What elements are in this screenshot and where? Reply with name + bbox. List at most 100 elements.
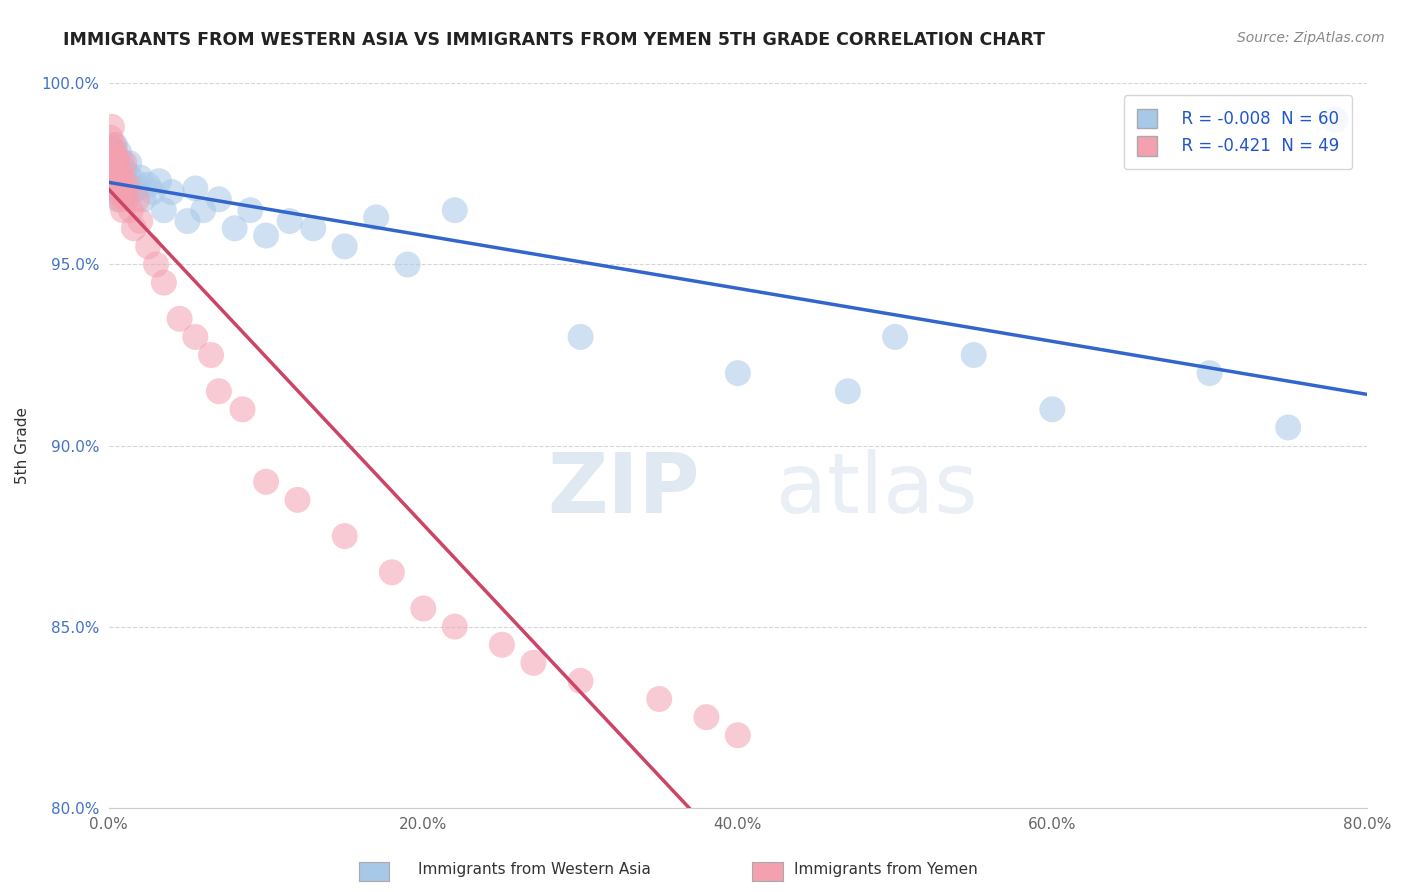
Point [114,163,136,178]
Point [120,203,142,218]
Point [160,185,183,199]
Point [287,492,309,507]
Point [963,348,986,362]
Point [104,145,127,160]
Point [114,174,136,188]
Point [105,167,128,181]
Point [1040,402,1063,417]
Point [333,239,356,253]
Point [107,192,129,206]
Point [193,203,215,218]
Point [117,178,139,192]
Point [114,156,136,170]
Point [117,167,139,181]
Point [115,178,138,192]
Text: Immigrants from Western Asia: Immigrants from Western Asia [418,863,651,877]
Point [569,330,592,344]
Point [122,221,145,235]
Point [148,174,170,188]
Point [101,120,124,134]
Point [110,188,132,202]
Point [111,170,134,185]
Point [107,153,129,167]
Point [129,170,152,185]
Point [127,181,149,195]
Point [100,142,122,156]
Point [100,130,122,145]
Point [103,178,125,192]
Point [100,167,122,181]
Point [169,311,191,326]
Point [110,181,132,195]
Point [333,529,356,543]
Point [118,156,141,170]
Point [115,192,138,206]
Point [110,167,132,181]
Point [176,214,198,228]
Point [727,728,749,742]
Point [884,330,907,344]
Point [443,619,465,633]
Text: Immigrants from Yemen: Immigrants from Yemen [794,863,977,877]
Text: ZIP: ZIP [547,449,700,530]
Point [100,142,122,156]
Point [184,330,207,344]
Point [114,185,136,199]
Point [727,366,749,380]
Point [302,221,325,235]
Point [101,149,124,163]
Point [101,174,124,188]
Point [522,656,544,670]
Point [103,138,125,153]
Point [224,221,246,235]
Point [117,181,139,195]
Point [491,638,513,652]
Point [103,156,125,170]
Point [107,160,129,174]
Y-axis label: 5th Grade: 5th Grade [15,407,30,484]
Point [111,174,134,188]
Point [111,203,134,218]
Point [184,181,207,195]
Point [200,348,222,362]
Point [105,153,128,167]
Point [412,601,434,615]
Point [105,185,128,199]
Point [104,138,127,153]
Point [231,402,253,417]
Point [142,185,165,199]
Point [108,178,131,192]
Point [110,185,132,199]
Point [153,203,176,218]
Text: IMMIGRANTS FROM WESTERN ASIA VS IMMIGRANTS FROM YEMEN 5TH GRADE CORRELATION CHAR: IMMIGRANTS FROM WESTERN ASIA VS IMMIGRAN… [63,31,1045,49]
Point [111,156,134,170]
Point [121,185,143,199]
Point [122,174,145,188]
Point [569,673,592,688]
Point [1198,366,1220,380]
Point [104,181,127,195]
Point [107,170,129,185]
Point [107,178,129,192]
Point [136,239,159,253]
Point [1324,112,1347,127]
Point [107,174,129,188]
Point [103,167,125,181]
Point [443,203,465,218]
Point [837,384,859,399]
Point [366,211,388,225]
Point [105,185,128,199]
Point [127,192,149,206]
Point [208,192,231,206]
Point [1277,420,1299,434]
Point [129,214,152,228]
Point [254,228,277,243]
Text: atlas: atlas [776,449,977,530]
Point [695,710,717,724]
Legend:   R = -0.008  N = 60,   R = -0.421  N = 49: R = -0.008 N = 60, R = -0.421 N = 49 [1123,95,1353,169]
Point [648,692,671,706]
Text: Source: ZipAtlas.com: Source: ZipAtlas.com [1237,31,1385,45]
Point [153,276,176,290]
Point [239,203,262,218]
Point [103,163,125,178]
